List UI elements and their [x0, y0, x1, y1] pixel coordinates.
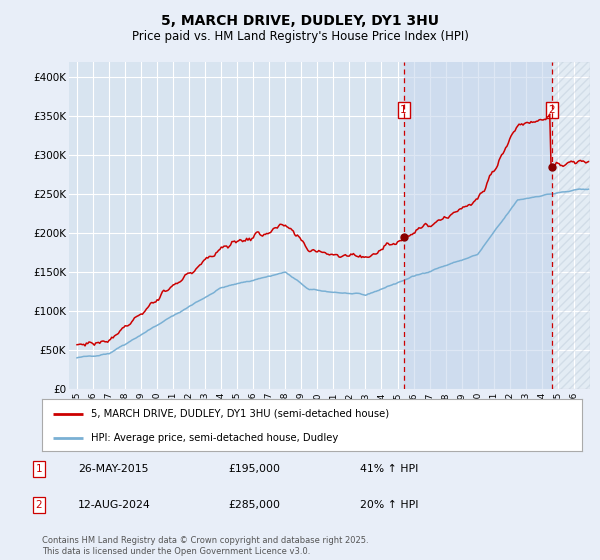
Text: 2: 2 [35, 500, 43, 510]
Text: 12-AUG-2024: 12-AUG-2024 [78, 500, 151, 510]
Text: Price paid vs. HM Land Registry's House Price Index (HPI): Price paid vs. HM Land Registry's House … [131, 30, 469, 43]
Text: 5, MARCH DRIVE, DUDLEY, DY1 3HU: 5, MARCH DRIVE, DUDLEY, DY1 3HU [161, 14, 439, 28]
Text: 1: 1 [400, 105, 407, 115]
Text: 20% ↑ HPI: 20% ↑ HPI [360, 500, 419, 510]
Bar [404, 62, 551, 389]
Text: 2: 2 [548, 105, 555, 115]
Text: 1: 1 [35, 464, 43, 474]
Text: 26-MAY-2015: 26-MAY-2015 [78, 464, 149, 474]
Text: £195,000: £195,000 [228, 464, 280, 474]
Text: Contains HM Land Registry data © Crown copyright and database right 2025.
This d: Contains HM Land Registry data © Crown c… [42, 536, 368, 556]
Text: HPI: Average price, semi-detached house, Dudley: HPI: Average price, semi-detached house,… [91, 433, 338, 444]
Text: 41% ↑ HPI: 41% ↑ HPI [360, 464, 418, 474]
Text: 5, MARCH DRIVE, DUDLEY, DY1 3HU (semi-detached house): 5, MARCH DRIVE, DUDLEY, DY1 3HU (semi-de… [91, 409, 389, 419]
Bar [551, 62, 590, 389]
Text: £285,000: £285,000 [228, 500, 280, 510]
